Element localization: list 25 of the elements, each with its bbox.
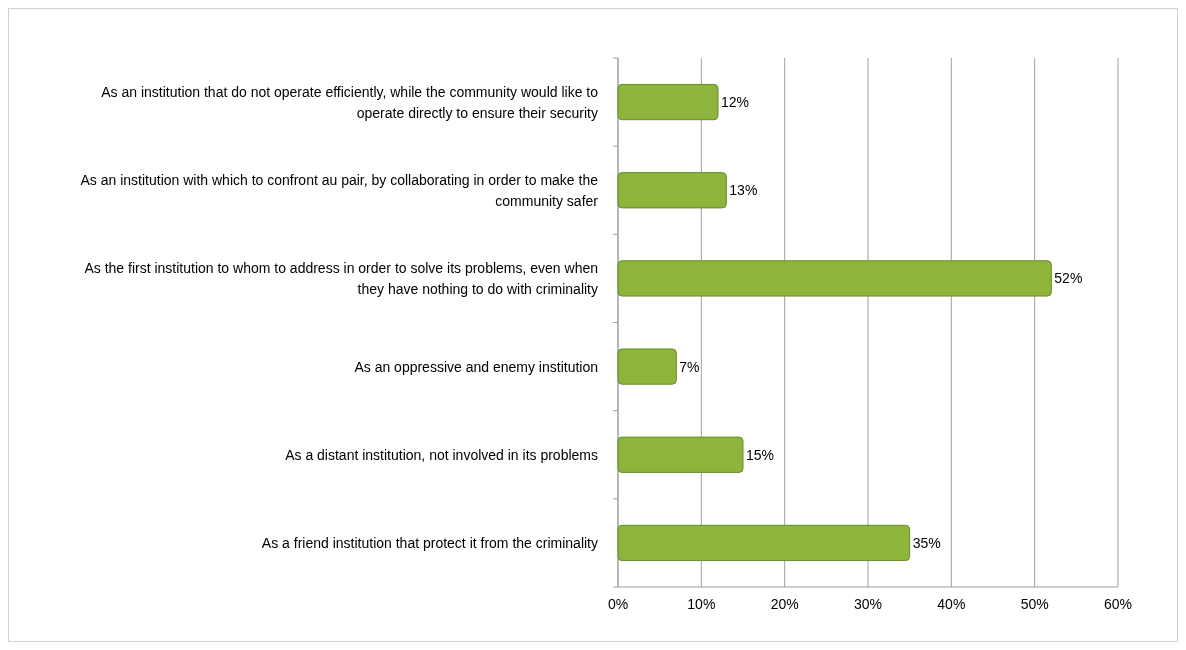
x-tick-label: 50% <box>1020 596 1049 612</box>
x-tick-label: 30% <box>853 596 883 612</box>
bar <box>617 172 727 209</box>
x-tick-label: 20% <box>770 596 799 612</box>
bar <box>617 260 1052 297</box>
y-tick-label: As an oppressive and enemy institution <box>354 358 598 375</box>
x-tick-label: 10% <box>687 596 716 612</box>
bar <box>617 348 677 385</box>
bar <box>617 436 744 473</box>
bar <box>617 524 911 562</box>
data-label: 12% <box>721 94 750 111</box>
y-tick-label: As a friend institution that protect it from the criminality <box>261 534 598 551</box>
y-tick-label: As a distant institution, not involved in its problems <box>285 446 598 463</box>
data-label: 15% <box>746 446 775 463</box>
x-tick-label: 60% <box>1103 596 1133 612</box>
y-tick-label: As an institution that do not operate efficiently, while the community would like to operate directly to ensure their security <box>101 83 599 121</box>
data-label: 35% <box>912 534 941 551</box>
data-label: 7% <box>679 358 700 375</box>
y-tick-label: As the first institution to whom to address in order to solve its problems, even when they have nothing to do with criminality <box>84 259 598 297</box>
y-tick-label: As an institution with which to confront au pair, by collaborating in order to make the community safer <box>80 171 599 209</box>
data-label: 52% <box>1054 270 1083 287</box>
x-tick-label: 0% <box>607 596 629 612</box>
bar <box>617 83 719 121</box>
x-tick-label: 40% <box>937 596 966 612</box>
data-label: 13% <box>729 182 758 199</box>
